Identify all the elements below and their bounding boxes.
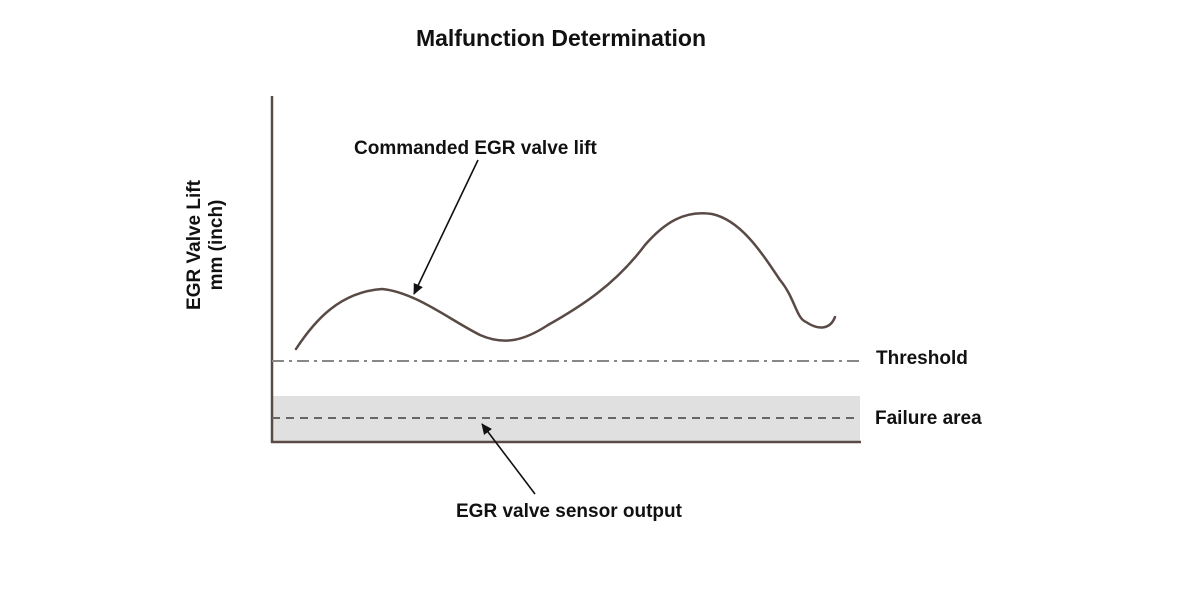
commanded-egr-curve xyxy=(294,212,837,351)
y-axis-label: EGR Valve Lift mm (inch) xyxy=(184,179,227,310)
y-axis-label-line2: mm (inch) xyxy=(206,200,227,291)
commanded-label: Commanded EGR valve lift xyxy=(354,138,598,159)
diagram-title: Malfunction Determination xyxy=(416,25,706,51)
sensor-output-label: EGR valve sensor output xyxy=(456,501,683,522)
failure-area-label: Failure area xyxy=(875,408,982,429)
commanded-arrow xyxy=(413,159,479,295)
sensor-arrow xyxy=(481,423,536,495)
threshold-label: Threshold xyxy=(876,348,968,369)
y-axis-label-line1: EGR Valve Lift xyxy=(184,179,205,310)
